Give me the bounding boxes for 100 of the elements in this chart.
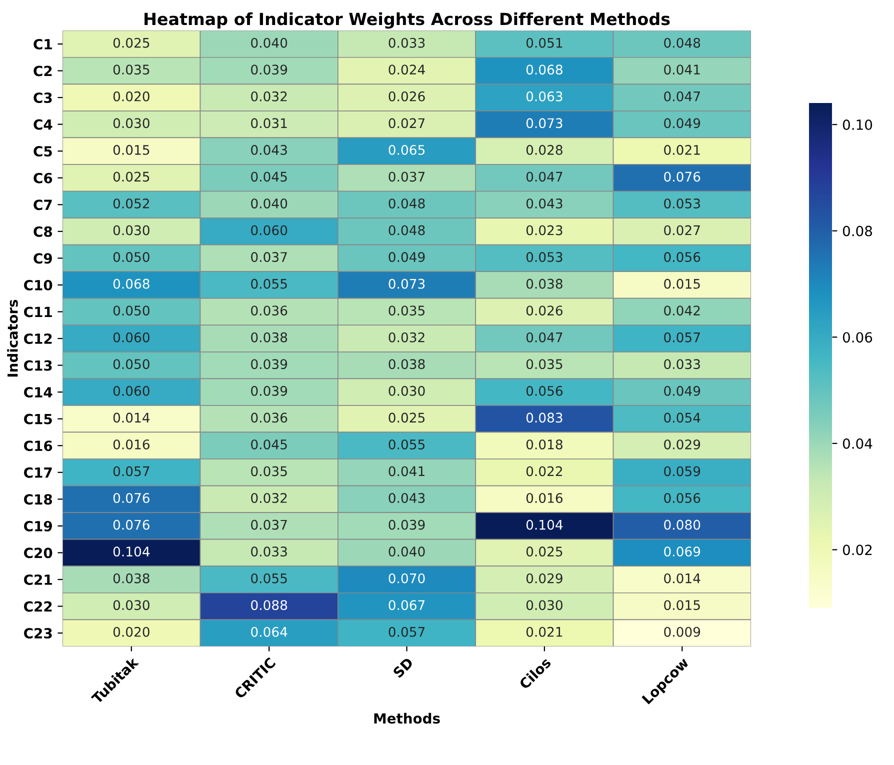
data-label: 0.038: [388, 359, 425, 370]
data-label: 0.032: [251, 91, 287, 102]
y-tick-label: C5: [34, 146, 52, 157]
data-label: 0.060: [251, 225, 288, 236]
data-label: 0.063: [526, 91, 562, 102]
data-label: 0.054: [664, 412, 700, 423]
data-label: 0.053: [664, 198, 700, 208]
data-label: 0.047: [526, 172, 562, 182]
data-label: 0.030: [113, 600, 150, 610]
data-label: 0.053: [526, 252, 562, 262]
data-label: 0.056: [664, 493, 700, 503]
data-label: 0.038: [113, 573, 150, 584]
data-label: 0.049: [664, 118, 700, 128]
y-axis-title: Indicators: [7, 300, 18, 377]
data-label: 0.037: [251, 252, 287, 262]
data-label: 0.018: [526, 439, 562, 450]
data-label: 0.024: [388, 64, 425, 75]
data-label: 0.027: [388, 118, 425, 128]
y-tick-label: C1: [34, 38, 52, 50]
data-label: 0.009: [664, 626, 700, 637]
data-label: 0.041: [664, 64, 700, 75]
data-label: 0.047: [526, 332, 562, 342]
data-label: 0.039: [388, 520, 425, 530]
data-label: 0.057: [113, 466, 150, 476]
y-tick-label: C8: [34, 226, 52, 237]
y-tick-label: C21: [24, 574, 52, 585]
y-tick-label: C20: [24, 548, 52, 558]
data-label: 0.050: [113, 306, 150, 316]
data-label: 0.048: [388, 198, 425, 208]
data-label: 0.060: [113, 332, 150, 342]
data-label: 0.031: [251, 118, 287, 128]
data-label: 0.065: [388, 144, 425, 155]
data-label: 0.035: [251, 466, 287, 476]
data-label: 0.048: [388, 225, 425, 236]
data-label: 0.048: [664, 38, 700, 48]
color-bar-label: 0.06: [842, 332, 872, 343]
data-label: 0.025: [113, 172, 150, 182]
color-bar-label: 0.04: [842, 438, 872, 449]
data-label: 0.037: [388, 172, 425, 182]
data-label: 0.050: [113, 359, 150, 370]
data-label: 0.014: [664, 573, 700, 584]
data-label: 0.043: [526, 198, 562, 208]
data-label: 0.080: [664, 520, 700, 530]
data-label: 0.047: [664, 91, 700, 102]
data-label: 0.043: [388, 493, 425, 503]
y-tick-label: C14: [24, 387, 52, 398]
data-label: 0.035: [113, 64, 150, 75]
y-tick-label: C22: [24, 601, 52, 612]
data-label: 0.076: [113, 493, 150, 503]
y-tick-label: C7: [34, 200, 52, 210]
data-label: 0.052: [113, 198, 149, 208]
y-tick-label: C23: [24, 628, 52, 639]
data-label: 0.023: [526, 225, 562, 236]
y-tick-label: C13: [24, 360, 52, 371]
data-label: 0.035: [526, 359, 562, 370]
data-label: 0.057: [664, 332, 700, 342]
data-label: 0.049: [388, 252, 425, 262]
data-label: 0.032: [388, 332, 424, 342]
y-tick-label: C16: [24, 440, 52, 452]
data-label: 0.055: [251, 278, 287, 289]
data-label: 0.020: [113, 626, 150, 637]
color-bar-label: 0.02: [842, 544, 872, 556]
data-label: 0.026: [388, 91, 425, 102]
y-tick-label: C18: [24, 494, 52, 505]
data-label: 0.021: [526, 626, 562, 637]
data-label: 0.104: [113, 546, 150, 557]
data-label: 0.059: [664, 466, 700, 476]
y-tick-label: C4: [34, 119, 52, 130]
data-label: 0.050: [113, 252, 150, 262]
data-label: 0.039: [251, 359, 288, 370]
data-label: 0.037: [251, 520, 287, 530]
y-tick-label: C11: [24, 306, 52, 318]
data-label: 0.051: [526, 38, 562, 48]
data-label: 0.049: [664, 386, 700, 396]
color-bar-label: 0.10: [842, 120, 872, 130]
data-label: 0.036: [251, 412, 288, 423]
data-label: 0.029: [526, 573, 562, 584]
data-label: 0.029: [664, 439, 700, 450]
data-label: 0.104: [526, 520, 563, 530]
data-label: 0.056: [526, 386, 562, 396]
data-label: 0.025: [526, 546, 562, 557]
data-label: 0.073: [526, 118, 562, 128]
data-label: 0.025: [388, 412, 425, 423]
data-label: 0.069: [664, 546, 700, 557]
color-bar-label: 0.08: [842, 226, 872, 236]
data-label: 0.067: [388, 600, 425, 610]
data-label: 0.083: [526, 412, 562, 423]
data-label: 0.040: [388, 546, 425, 557]
data-label: 0.088: [251, 600, 288, 610]
y-tick-label: C6: [34, 172, 52, 184]
data-label: 0.033: [664, 359, 700, 370]
data-label: 0.040: [251, 198, 288, 208]
data-label: 0.027: [664, 225, 700, 236]
y-tick-label: C17: [24, 467, 52, 478]
data-label: 0.015: [664, 278, 700, 289]
data-label: 0.016: [526, 493, 562, 503]
data-label: 0.028: [526, 144, 562, 155]
data-label: 0.055: [388, 439, 425, 450]
data-label: 0.030: [113, 225, 150, 236]
data-label: 0.055: [251, 573, 287, 584]
